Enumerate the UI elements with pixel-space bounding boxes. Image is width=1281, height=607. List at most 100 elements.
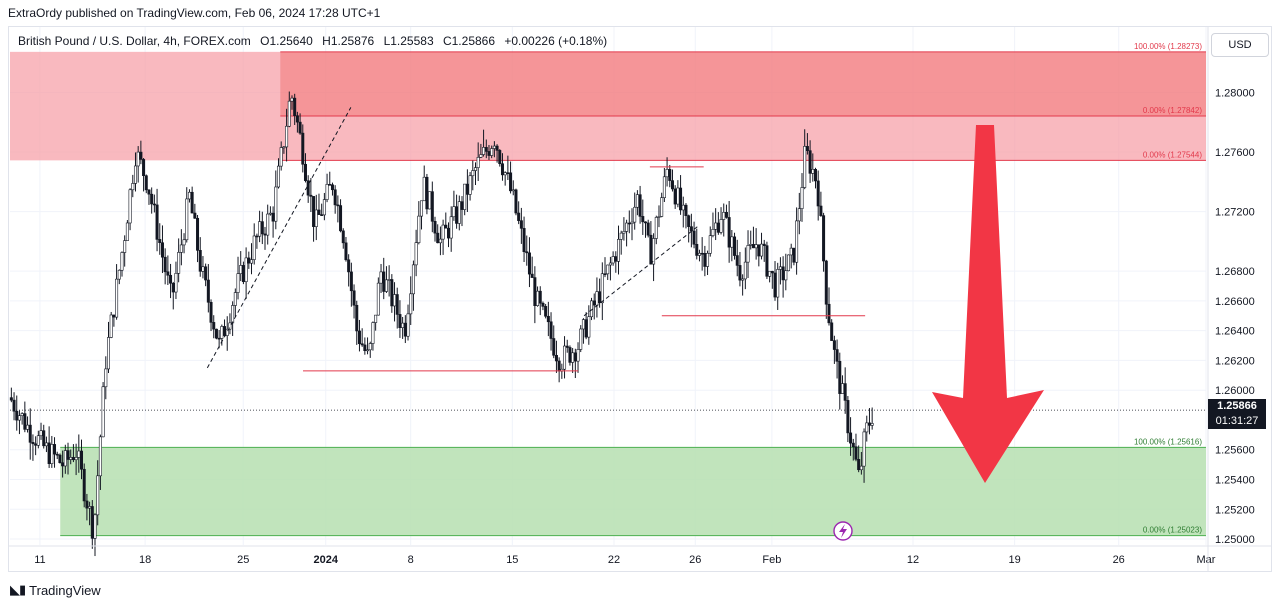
candle-body bbox=[813, 168, 817, 182]
candle-body bbox=[805, 146, 809, 151]
ohlc-high: H1.25876 bbox=[322, 34, 375, 48]
candle-body bbox=[303, 163, 307, 181]
candle-body bbox=[471, 170, 475, 177]
candle-body bbox=[741, 278, 745, 281]
candle-body bbox=[552, 338, 556, 356]
candle-body bbox=[811, 168, 815, 174]
candle-body bbox=[633, 206, 637, 223]
candle-body bbox=[738, 265, 742, 281]
x-tick-label: 22 bbox=[608, 554, 620, 566]
last-price-value: 1.25866 bbox=[1217, 400, 1257, 412]
last-price-badge: 1.25866 01:31:27 bbox=[1208, 399, 1266, 429]
trend-line bbox=[206, 107, 352, 369]
candle-body bbox=[449, 216, 453, 239]
candle-body bbox=[239, 265, 243, 274]
candle-body bbox=[266, 213, 270, 236]
candle-body bbox=[849, 432, 853, 444]
candle-body bbox=[247, 257, 251, 264]
candle-body bbox=[608, 262, 612, 266]
candle-body bbox=[88, 506, 92, 509]
candle-body bbox=[568, 347, 572, 363]
y-tick-label: 1.25000 bbox=[1215, 534, 1255, 546]
candle-body bbox=[139, 151, 143, 160]
candle-body bbox=[684, 204, 688, 217]
candle-body bbox=[689, 226, 693, 232]
candle-body bbox=[217, 337, 221, 340]
candle-body bbox=[155, 204, 159, 240]
candle-body bbox=[781, 266, 785, 281]
x-tick-label: 2024 bbox=[314, 554, 339, 566]
candle-body bbox=[627, 222, 631, 225]
candle-body bbox=[163, 256, 167, 273]
candle-body bbox=[522, 228, 526, 253]
candle-body bbox=[473, 167, 477, 171]
candle-body bbox=[209, 301, 213, 323]
candle-body bbox=[827, 303, 831, 324]
candle-body bbox=[792, 247, 796, 263]
candle-body bbox=[598, 291, 602, 304]
candle-body bbox=[754, 244, 758, 249]
candle-body bbox=[28, 424, 32, 443]
tradingview-logo-icon: ◣▮ bbox=[10, 582, 26, 597]
candle-body bbox=[573, 352, 577, 362]
candle-body bbox=[433, 220, 437, 234]
candle-body bbox=[101, 386, 105, 438]
candle-body bbox=[673, 188, 677, 205]
candle-body bbox=[12, 399, 16, 412]
candle-body bbox=[106, 337, 110, 370]
candle-body bbox=[773, 272, 777, 298]
candle-body bbox=[857, 459, 861, 471]
x-tick-label: 26 bbox=[689, 554, 701, 566]
x-tick-label: 8 bbox=[408, 554, 414, 566]
candle-body bbox=[460, 201, 464, 210]
candle-body bbox=[625, 222, 629, 232]
candle-body bbox=[177, 252, 181, 274]
candle-body bbox=[325, 184, 329, 200]
candle-body bbox=[360, 343, 364, 346]
candle-body bbox=[751, 244, 755, 249]
candle-body bbox=[233, 292, 237, 306]
candle-body bbox=[406, 313, 410, 337]
candle-body bbox=[131, 183, 135, 191]
x-tick-label: 18 bbox=[139, 554, 151, 566]
candle-body bbox=[778, 266, 782, 270]
candle-body bbox=[263, 233, 267, 236]
candle-body bbox=[533, 277, 537, 306]
candle-body bbox=[212, 322, 216, 330]
candle-body bbox=[241, 265, 245, 283]
candle-body bbox=[376, 282, 380, 316]
candle-body bbox=[17, 415, 21, 421]
candle-body bbox=[654, 217, 658, 239]
candle-body bbox=[455, 206, 459, 224]
candle-body bbox=[735, 255, 739, 266]
y-tick-label: 1.26600 bbox=[1215, 296, 1255, 308]
candle-body bbox=[727, 217, 731, 248]
candle-body bbox=[387, 279, 391, 281]
candle-body bbox=[179, 244, 183, 253]
candle-body bbox=[679, 187, 683, 211]
y-tick-label: 1.27200 bbox=[1215, 207, 1255, 219]
candle-body bbox=[457, 201, 461, 224]
footer-brand[interactable]: ◣▮ TradingView bbox=[10, 582, 101, 598]
candle-body bbox=[822, 215, 826, 262]
candle-body bbox=[649, 234, 653, 265]
symbol-legend: British Pound / U.S. Dollar, 4h, FOREX.c… bbox=[18, 34, 613, 48]
currency-button[interactable]: USD bbox=[1211, 33, 1269, 57]
candle-body bbox=[312, 196, 316, 227]
candle-body bbox=[749, 244, 753, 246]
candle-body bbox=[339, 205, 343, 232]
candle-body bbox=[590, 300, 594, 318]
candle-body bbox=[581, 319, 585, 330]
candle-body bbox=[819, 205, 823, 216]
candle-body bbox=[584, 319, 588, 338]
candle-body bbox=[587, 316, 591, 338]
candle-body bbox=[309, 194, 313, 197]
demand-level-label: 0.00% (1.25023) bbox=[1143, 526, 1202, 535]
candle-body bbox=[824, 260, 828, 305]
candle-body bbox=[112, 314, 116, 318]
candle-body bbox=[619, 232, 623, 240]
demand-level-label: 100.00% (1.25616) bbox=[1134, 437, 1202, 446]
candle-body bbox=[23, 413, 27, 430]
candle-body bbox=[511, 189, 515, 192]
